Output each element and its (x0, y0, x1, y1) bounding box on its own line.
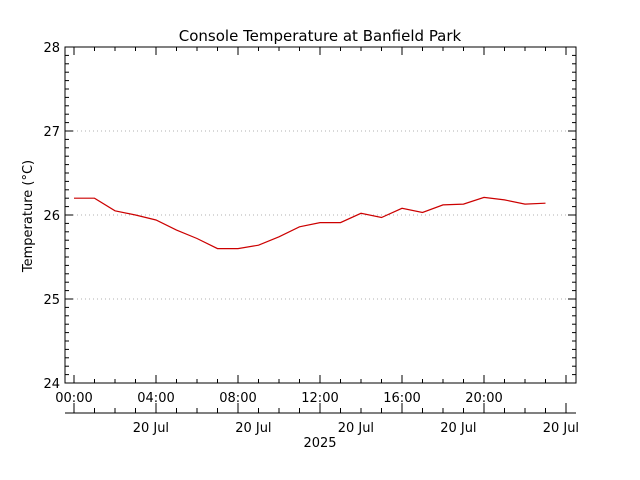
x-date-label: 20 Jul (440, 421, 476, 436)
x-time-label: 20:00 (465, 391, 502, 406)
y-tick-label: 27 (43, 125, 60, 140)
x-date-label: 20 Jul (338, 421, 374, 436)
x-time-label: 12:00 (301, 391, 338, 406)
x-time-label: 04:00 (137, 391, 174, 406)
series-line (74, 196, 546, 250)
x-time-label: 08:00 (219, 391, 256, 406)
y-tick-label: 24 (43, 377, 60, 392)
y-tick-label: 26 (43, 209, 60, 224)
chart-title: Console Temperature at Banfield Park (179, 27, 462, 45)
x-date-label: 20 Jul (235, 421, 271, 436)
y-tick-label: 28 (43, 41, 60, 56)
x-time-label: 16:00 (383, 391, 420, 406)
y-tick-label: 25 (43, 293, 60, 308)
series-layer (74, 196, 546, 250)
axes (64, 46, 577, 414)
y-axis-label: Temperature (°C) (21, 160, 36, 273)
x-time-label: 00:00 (55, 391, 92, 406)
x-date-label: 20 Jul (133, 421, 169, 436)
tick-labels: 24 25 26 27 28 00:00 04:00 08:00 12:00 16:00 20:00… (43, 41, 579, 436)
grid-lines (65, 130, 576, 300)
x-date-label: 20 Jul (543, 421, 579, 436)
year-label: 2025 (303, 436, 336, 451)
